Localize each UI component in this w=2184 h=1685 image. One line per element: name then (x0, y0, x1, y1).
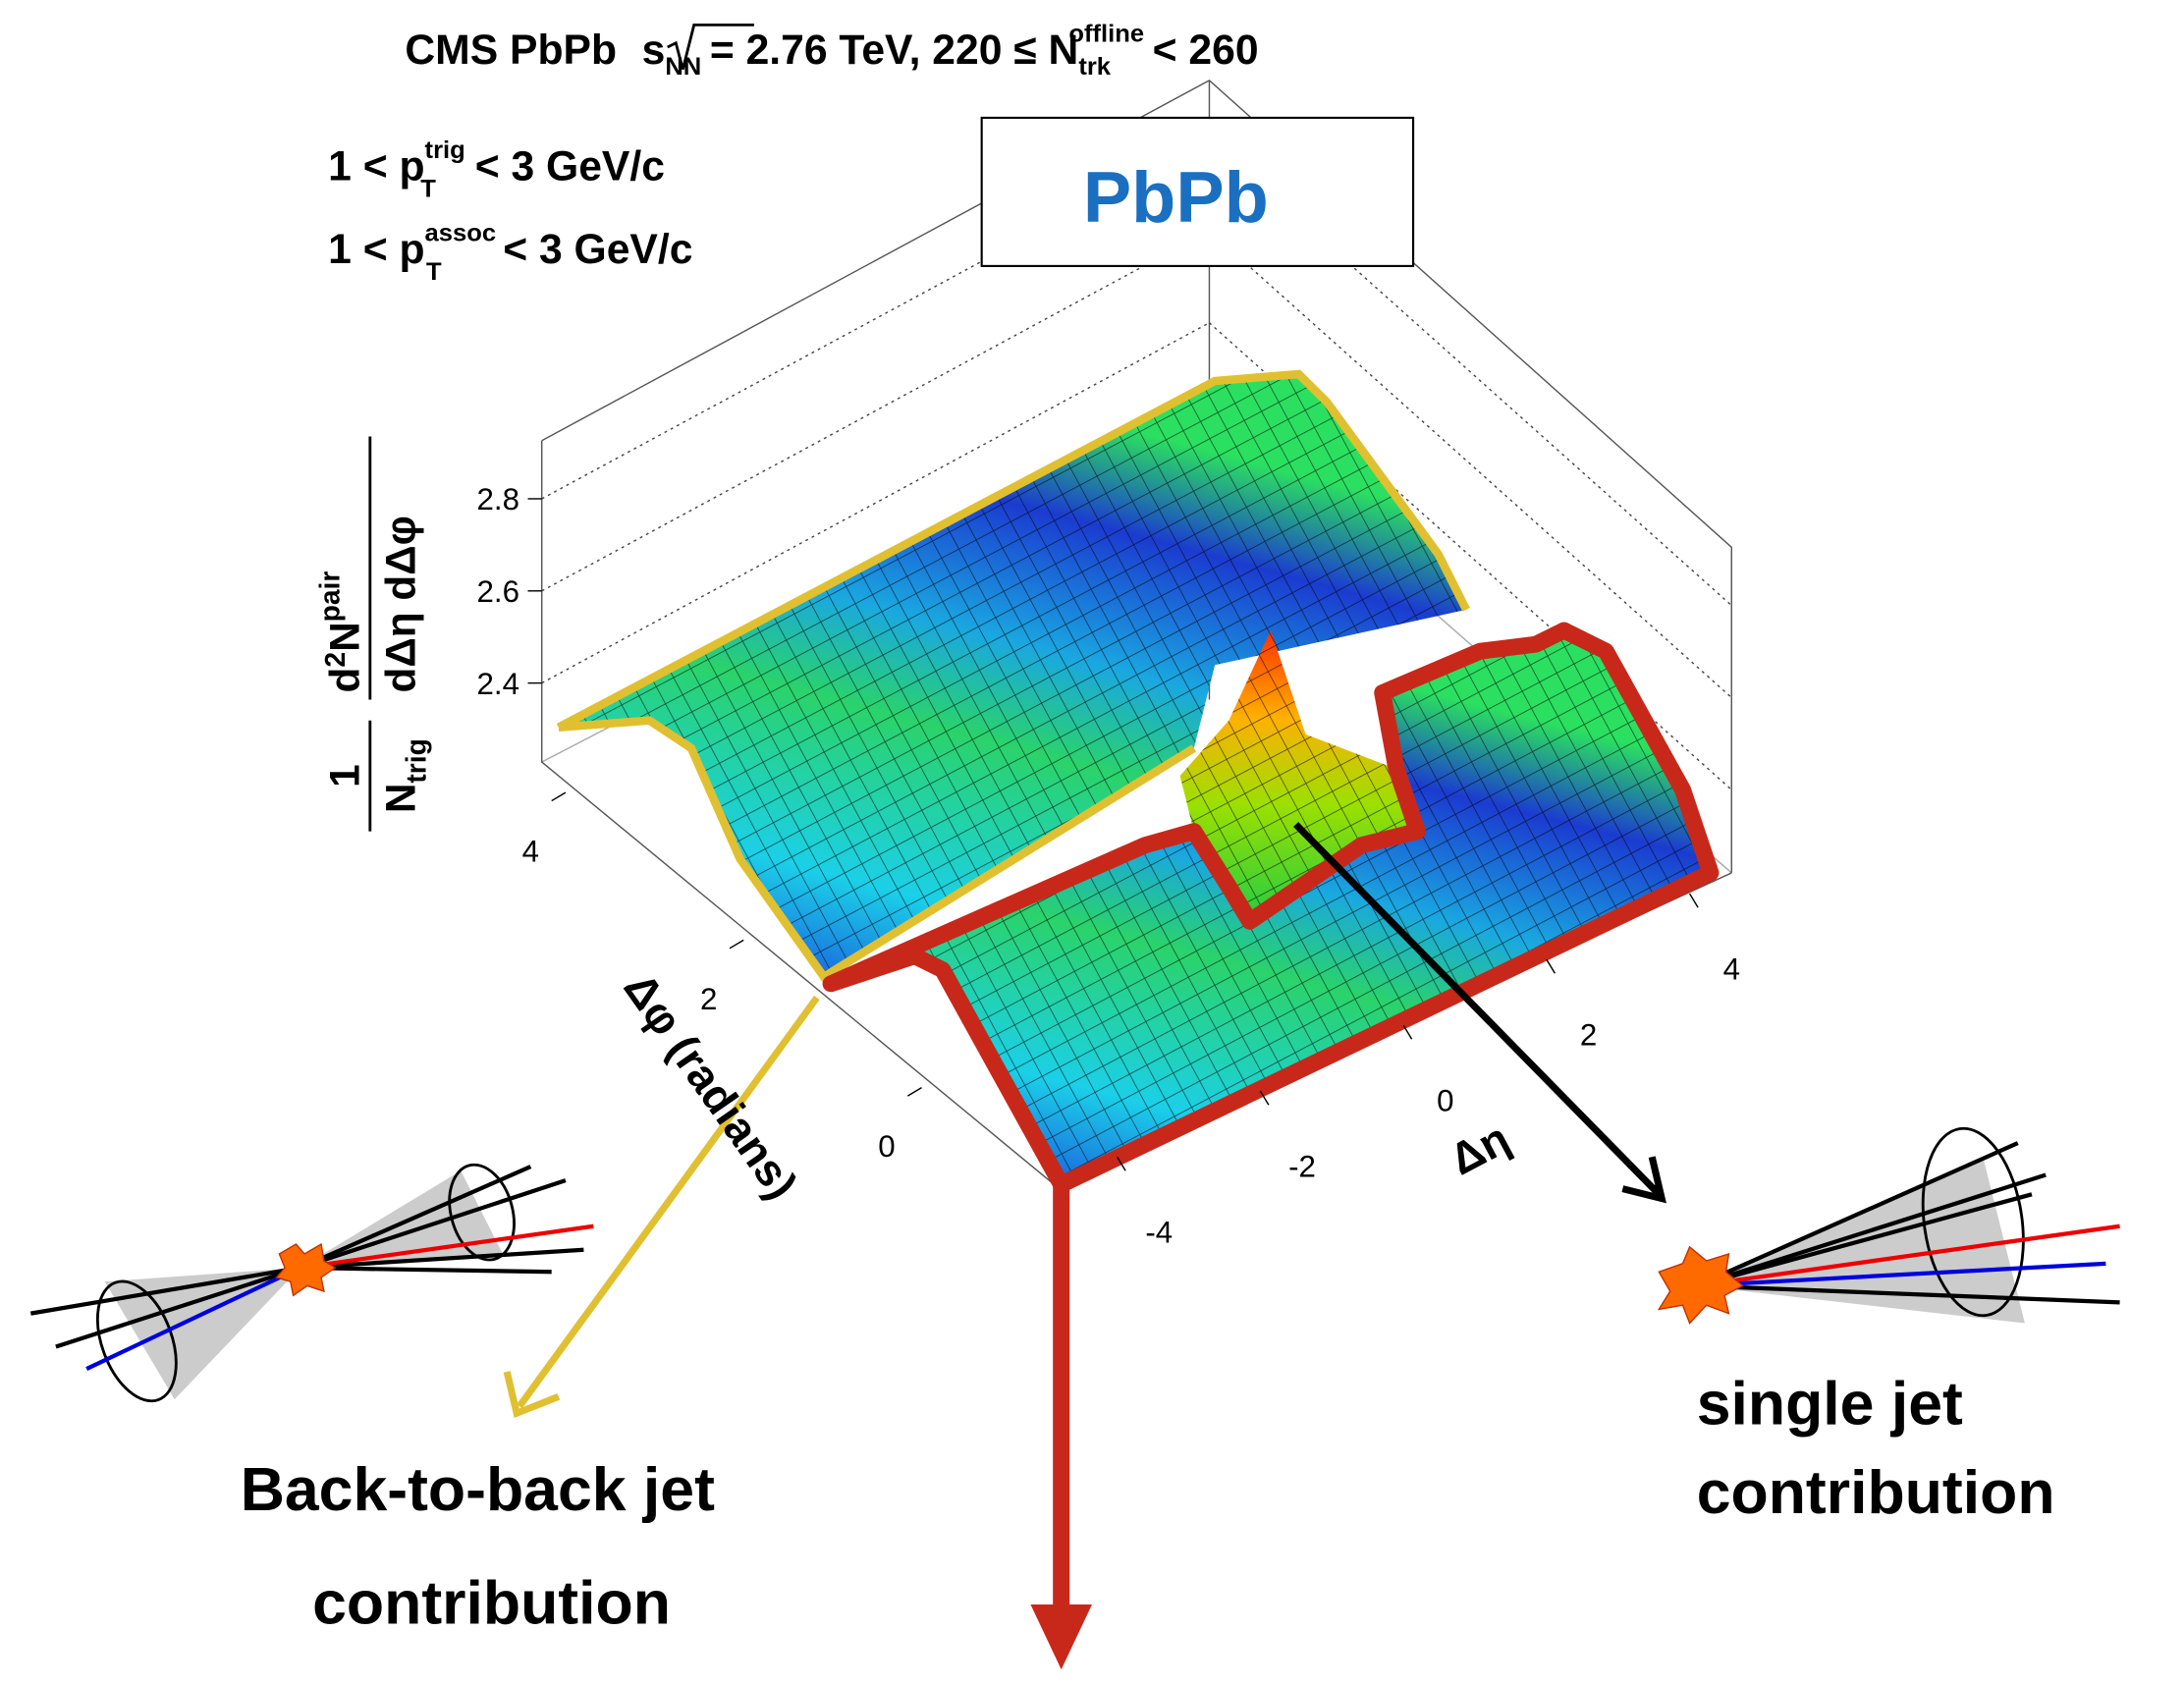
tick-mark (1546, 958, 1556, 974)
eta-tick-label: 4 (1723, 952, 1740, 987)
arrows (503, 822, 1666, 1670)
annotation: contribution (312, 1570, 671, 1638)
legend-label: PbPb (1083, 156, 1269, 238)
annotation: single jet (1697, 1371, 1963, 1439)
cut: 1 < ptrig T < 3 GeV/c (328, 136, 665, 202)
eta-axis-label: Δη (1442, 1113, 1517, 1184)
svg-text:d2Npair: d2Npair (314, 571, 368, 693)
grid-line (1208, 230, 1732, 698)
cut: 1 < passoc T < 3 GeV/c (328, 220, 692, 286)
eta-tick-label: 0 (1437, 1084, 1453, 1118)
grid-line (1208, 137, 1732, 607)
sqrt-sign (667, 23, 754, 70)
eta-tick-label: 2 (1580, 1018, 1597, 1053)
tick-mark (1402, 1024, 1413, 1040)
z-tick-label: 2.6 (477, 574, 519, 609)
legend-box (980, 116, 1415, 267)
title: CMS PbPb sNN = 2.76 TeV, 220 ≤ Ntrkoffline… (405, 20, 1258, 81)
tick-mark (1689, 893, 1699, 908)
grid-line (541, 322, 1210, 684)
tick-mark (906, 1087, 922, 1097)
tick-mark (1116, 1156, 1126, 1171)
svg-text:1: 1 (322, 764, 368, 788)
z-grid (541, 137, 1732, 790)
annotation: Back-to-back jet (241, 1456, 715, 1524)
surface (556, 369, 1720, 1193)
annotation: contribution (1697, 1459, 2055, 1527)
phi-tick-label: 4 (522, 835, 539, 869)
grid-line (1208, 322, 1732, 790)
ticks: 2.4 2.6 2.8 0 2 4 -4 -2 0 2 4 (477, 482, 1740, 1249)
eta-tick-label: -2 (1288, 1150, 1316, 1184)
z-tick-label: 2.4 (477, 667, 519, 701)
plot: PbPb CMS PbPb sNN = 2.76 TeV, 220 ≤ Ntrkof… (29, 20, 2120, 1670)
tick-mark (1259, 1090, 1270, 1106)
tick-mark (551, 791, 567, 802)
grid-line (541, 230, 1210, 592)
z-tick-label: 2.8 (477, 482, 519, 516)
grid-line (541, 137, 1210, 500)
jet-single (1657, 1126, 2120, 1325)
eta-tick-label: -4 (1145, 1216, 1173, 1250)
phi-tick-label: 0 (878, 1129, 895, 1164)
svg-text:dΔη dΔφ: dΔη dΔφ (378, 516, 424, 692)
z-axis-label: 1 Ntrig d2Npair dΔη dΔφ (314, 436, 433, 832)
tick-mark (729, 939, 744, 950)
phi-tick-label: 2 (700, 982, 717, 1016)
svg-text:Ntrig: Ntrig (378, 738, 433, 813)
jet-back-to-back (29, 1163, 594, 1403)
